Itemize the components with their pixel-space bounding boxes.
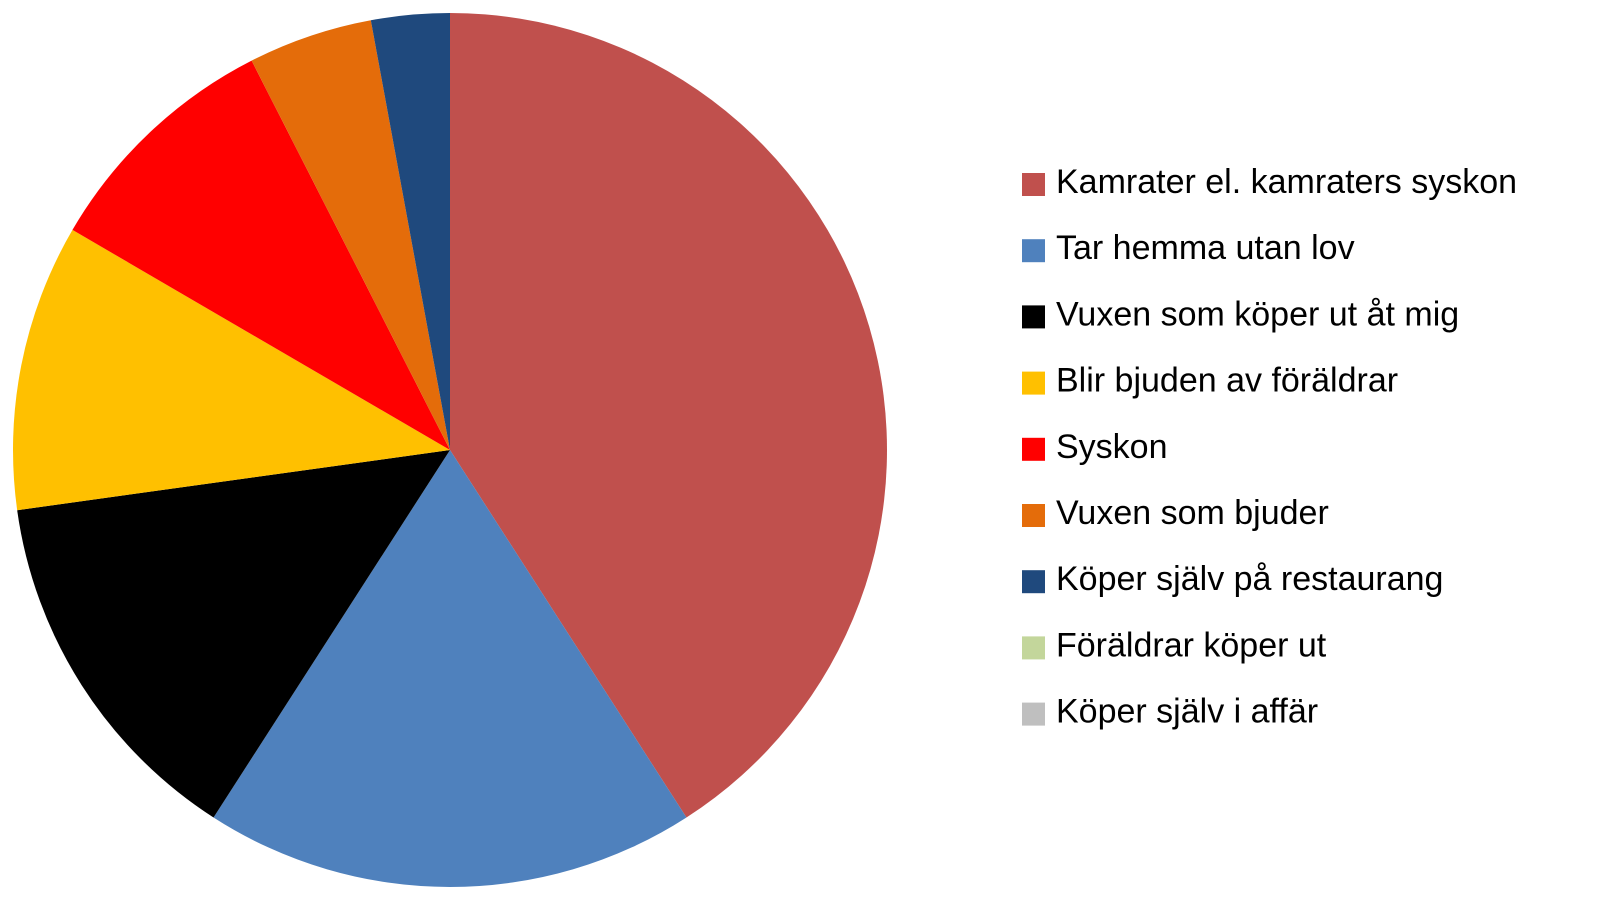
pie-slice <box>251 20 450 451</box>
legend-label: Kamrater el. kamraters syskon <box>1056 163 1517 201</box>
pie-slice <box>17 450 450 818</box>
legend-label: Vuxen som bjuder <box>1056 494 1329 532</box>
legend-label: Köper själv i affär <box>1056 693 1318 731</box>
legend-swatch <box>1022 437 1045 461</box>
legend-swatch <box>1022 305 1045 329</box>
legend-label: Föräldrar köper ut <box>1056 626 1327 664</box>
pie-slice <box>450 13 887 818</box>
legend-swatch <box>1022 504 1045 527</box>
legend-swatch <box>1022 570 1045 594</box>
legend-label: Tar hemma utan lov <box>1056 229 1355 267</box>
legend-label: Blir bjuden av föräldrar <box>1056 362 1398 400</box>
legend-swatch <box>1022 371 1045 395</box>
legend-label: Syskon <box>1056 428 1168 466</box>
pie-slice <box>370 13 450 450</box>
pie-slice <box>13 229 451 511</box>
pie-slice <box>72 60 451 450</box>
legend-swatch <box>1022 239 1045 263</box>
legend-label: Vuxen som köper ut åt mig <box>1056 295 1459 333</box>
legend-swatch <box>1022 636 1045 660</box>
legend-label: Köper själv på restaurang <box>1056 560 1443 598</box>
legend-swatch <box>1022 702 1045 726</box>
pie-slice <box>213 450 687 887</box>
legend-swatch <box>1022 173 1045 196</box>
